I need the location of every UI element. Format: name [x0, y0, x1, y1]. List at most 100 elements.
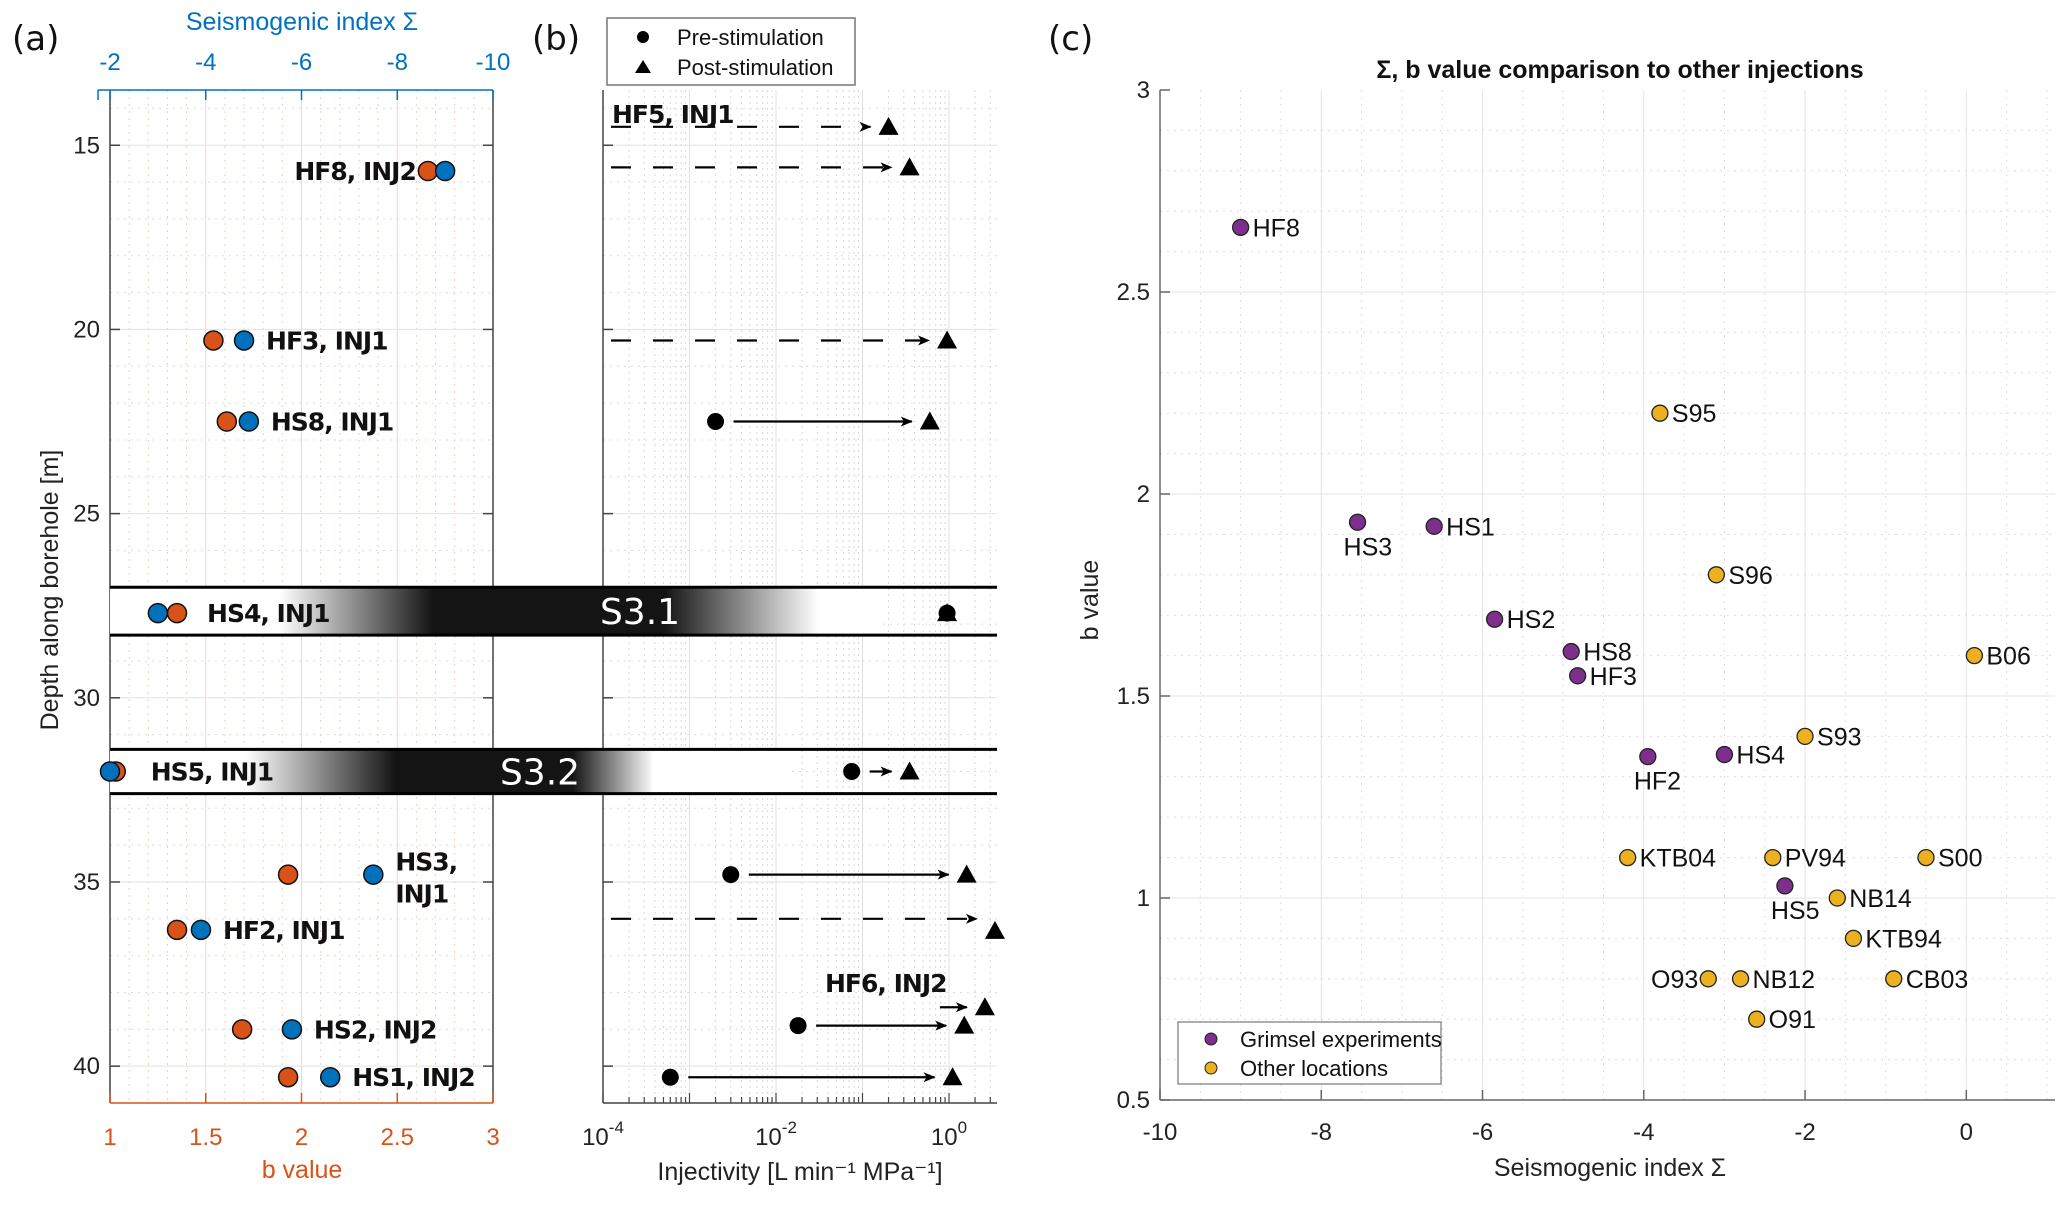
data-label: CB03 [1906, 966, 1969, 994]
data-point-hs5 [1776, 877, 1794, 895]
legend-other-marker [1204, 1061, 1218, 1075]
data-point-s95 [1651, 404, 1669, 422]
data-label: HS3 [1344, 533, 1393, 561]
post-stimulation-marker [919, 411, 940, 430]
point-label: HS4, INJ1 [207, 599, 329, 628]
data-label: HS2 [1507, 606, 1556, 634]
point-label: HF8, INJ2 [294, 157, 416, 186]
point-label: HS8, INJ1 [271, 408, 393, 437]
panel-c-xlabel: Seismogenic index Σ [1494, 1154, 1726, 1182]
legend-grimsel-label: Grimsel experiments [1240, 1027, 1442, 1052]
post-stimulation-marker [984, 920, 1005, 939]
data-label: NB14 [1849, 885, 1912, 913]
sigma-tick-label: -2 [99, 49, 120, 76]
b-value-point [166, 919, 188, 941]
data-point-hf8 [1231, 218, 1250, 237]
b-value-point [166, 602, 188, 624]
sigma-point [363, 864, 384, 885]
post-stimulation-marker [956, 864, 977, 883]
b-value-tick-label: 2.5 [381, 1124, 414, 1151]
sigma-tick-label: -6 [291, 49, 312, 76]
data-point-s00 [1917, 848, 1935, 867]
data-label: HS1 [1446, 513, 1495, 541]
y-tick-label: 2 [1137, 481, 1150, 508]
point-label: HF2, INJ1 [223, 916, 345, 945]
panel-b-label: (b) [532, 19, 580, 59]
data-point-o93 [1699, 970, 1717, 988]
panel-b-points: HF5, INJ1 HF6, INJ2 [611, 100, 1005, 1086]
legend-post-marker [635, 60, 651, 73]
data-label: S93 [1817, 723, 1861, 751]
data-label: O93 [1651, 966, 1698, 994]
injectivity-tick-label: 10-4 [582, 1118, 624, 1151]
injectivity-tick-label: 10-2 [755, 1118, 797, 1151]
data-point-s93 [1796, 727, 1814, 746]
panel-c-label: (c) [1048, 19, 1093, 59]
data-point-cb03 [1885, 970, 1903, 988]
data-point-ktb94 [1844, 929, 1863, 948]
panel-a-top-xlabel: Seismogenic index Σ [186, 8, 418, 36]
b-value-point [417, 160, 439, 182]
y-tick-label: 1.5 [1117, 683, 1150, 710]
y-tick-label: 25 [73, 501, 100, 528]
sigma-point [233, 330, 255, 351]
data-point-hf3 [1569, 667, 1587, 685]
sigma-point [190, 919, 212, 941]
sigma-point [99, 761, 121, 782]
b-value-tick-label: 1.5 [189, 1124, 222, 1151]
post-stimulation-marker [937, 330, 958, 349]
data-point-hf2 [1639, 747, 1657, 766]
zone-label-s3-1: S3.1 [600, 592, 680, 633]
sigma-point [319, 1066, 341, 1088]
x-tick-label: -8 [1311, 1119, 1332, 1146]
post-stimulation-marker [942, 1067, 963, 1086]
b-value-tick-label: 2 [295, 1124, 308, 1151]
y-tick-label: 35 [73, 869, 100, 896]
data-label: HF2 [1634, 768, 1681, 796]
x-tick-label: -4 [1633, 1119, 1654, 1146]
legend-grimsel-marker [1204, 1032, 1218, 1046]
panel-a-ylabel: Depth along borehole [m] [36, 450, 64, 731]
data-label: HS8 [1583, 639, 1632, 667]
data-point-o91 [1748, 1010, 1766, 1028]
data-point-pv94 [1764, 848, 1782, 867]
annotation-hf6: HF6, INJ2 [825, 969, 947, 998]
data-label: KTB94 [1865, 925, 1942, 953]
b-value-point [216, 411, 238, 432]
sigma-tick-label: -4 [195, 49, 216, 76]
pre-stimulation-marker [722, 866, 740, 884]
panel-c: -10 -8 -6 -4 -2 00.511.522.53HF8HS3HS1HS2HS8H… [1117, 77, 2055, 1146]
post-stimulation-marker [878, 116, 899, 135]
data-point-hs4 [1715, 745, 1734, 764]
post-stimulation-marker [974, 997, 995, 1016]
panel-c-title: Σ, b value comparison to other injection… [1376, 56, 1863, 84]
sigma-point [281, 1019, 303, 1040]
data-point-nb12 [1731, 970, 1750, 988]
sigma-tick-label: -8 [387, 49, 408, 76]
pre-stimulation-marker [661, 1068, 679, 1086]
b-value-point [277, 864, 299, 885]
legend-pre-label: Pre-stimulation [677, 25, 824, 50]
legend-pre-marker [637, 31, 649, 43]
legend-other-label: Other locations [1240, 1056, 1388, 1081]
sigma-point [434, 160, 456, 182]
data-point-hs1 [1425, 517, 1443, 535]
post-stimulation-marker [899, 157, 920, 176]
sigma-point [238, 411, 260, 432]
y-tick-label: 1 [1137, 885, 1150, 912]
panel-c-ylabel: b value [1076, 560, 1104, 641]
panel-a: 15 20 25 30 35 40 1 1.5 2 2.5 3 -2 -4 -6 -8 -10 [73, 49, 510, 1151]
data-label: O91 [1769, 1006, 1816, 1034]
sigma-tick-label: -10 [476, 49, 511, 76]
post-stimulation-marker [899, 761, 920, 780]
b-value-point [277, 1066, 299, 1088]
y-tick-label: 2.5 [1117, 279, 1150, 306]
point-label: HF3, INJ1 [266, 326, 388, 355]
x-tick-label: 0 [1960, 1119, 1973, 1146]
data-point-hs3 [1348, 513, 1367, 531]
data-label: HS4 [1736, 742, 1785, 770]
b-value-point [203, 330, 224, 351]
y-tick-label: 40 [73, 1053, 100, 1080]
point-label: HS1, INJ2 [352, 1063, 474, 1092]
